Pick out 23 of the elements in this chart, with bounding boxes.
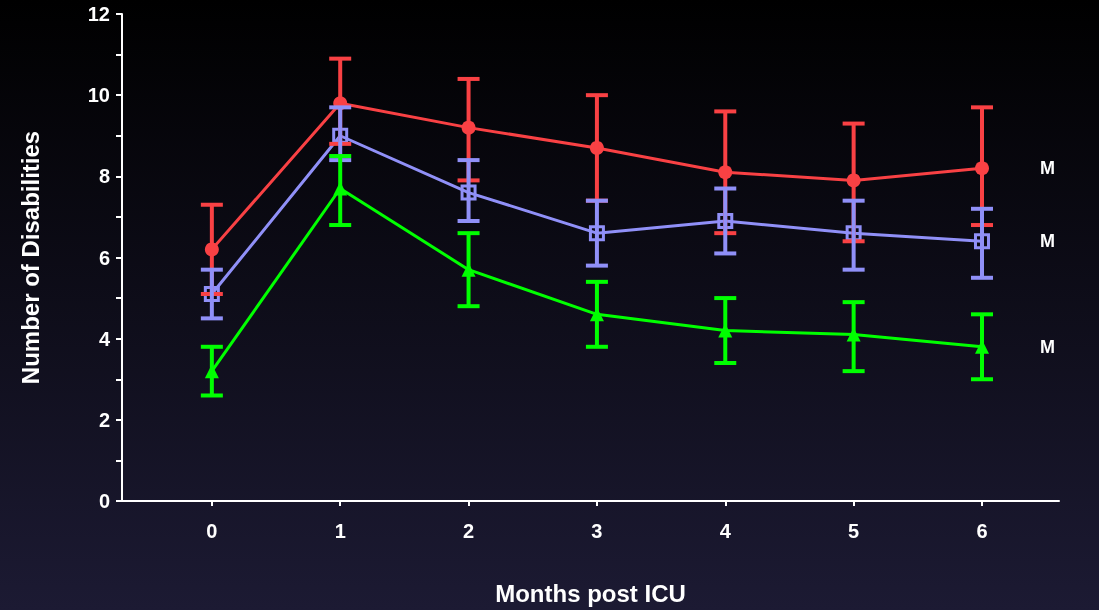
x-tick-label: 6 (976, 520, 988, 542)
x-tick-label: 1 (334, 520, 346, 542)
x-axis-title: Months post ICU (495, 579, 686, 607)
y-tick-label: 6 (98, 246, 110, 269)
point (460, 184, 477, 201)
y-axis-title: Number of Disabilities (16, 130, 44, 385)
x-tick-label: 4 (719, 520, 732, 542)
x-tick-label: 0 (206, 520, 218, 542)
point (588, 225, 605, 242)
y-tick-label: 0 (98, 490, 110, 512)
text: M (1039, 158, 1055, 179)
text: M (1039, 231, 1055, 252)
x-tick-label: 2 (463, 520, 475, 542)
text: M (1039, 336, 1055, 357)
y-tick-label: 4 (98, 327, 111, 350)
y-tick-label: 2 (98, 408, 110, 431)
x-tick-label: 3 (591, 520, 603, 542)
x-tick-label: 5 (848, 520, 860, 542)
y-tick-label: 8 (98, 165, 110, 188)
y-tick-label: 12 (87, 3, 110, 25)
point (973, 233, 990, 250)
y-tick-label: 10 (87, 84, 110, 107)
point (717, 212, 734, 229)
